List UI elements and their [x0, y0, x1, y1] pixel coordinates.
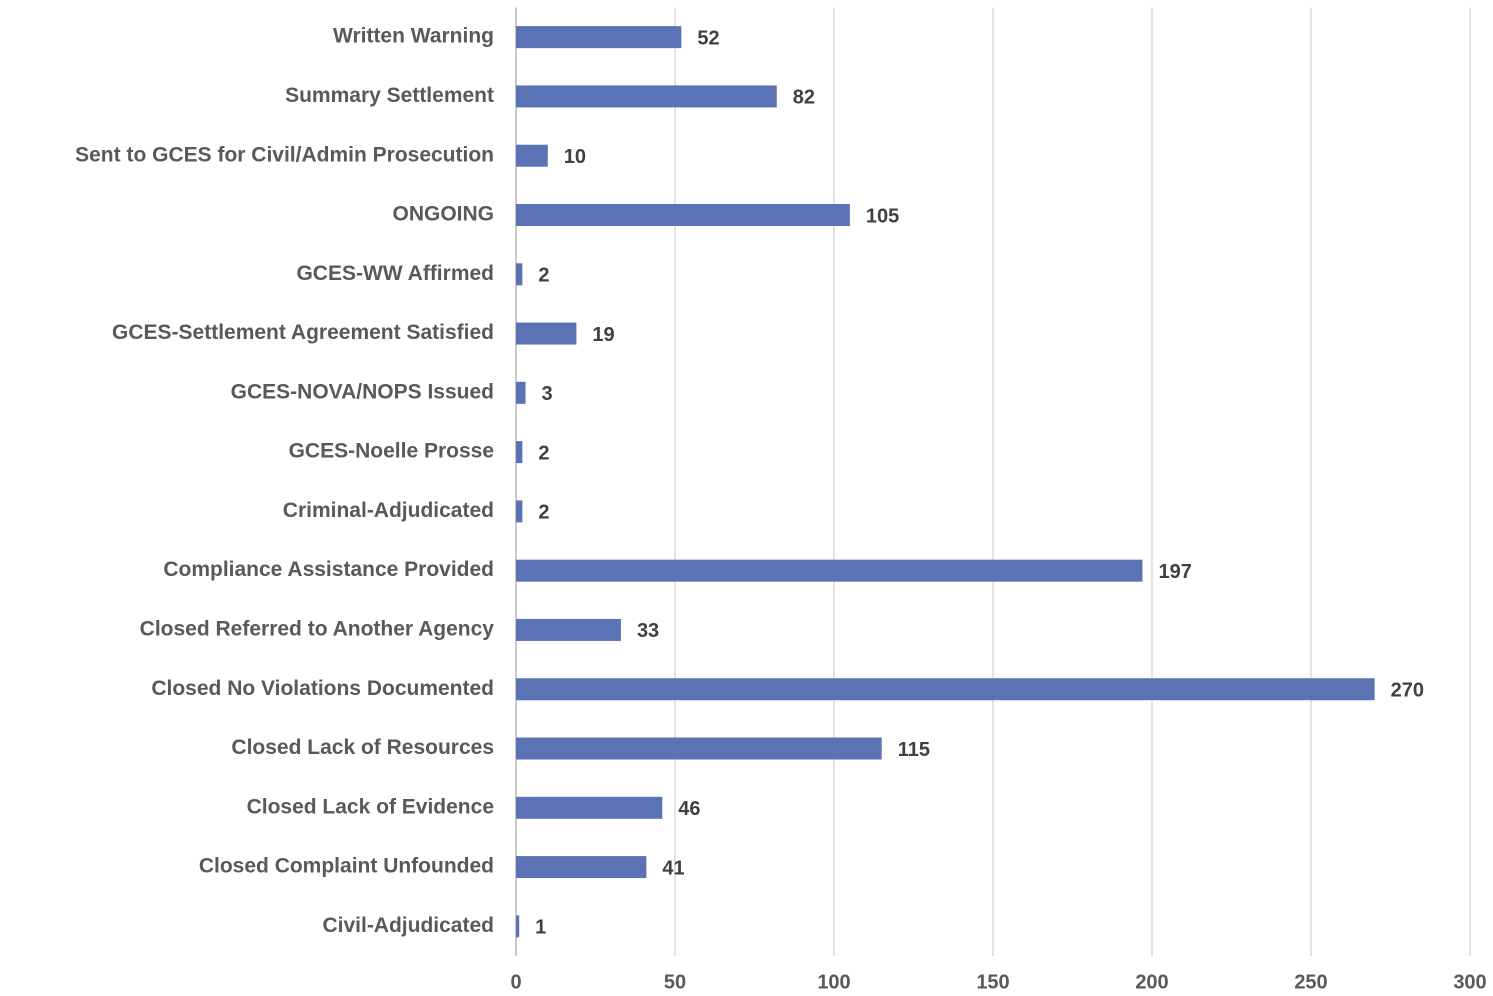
- y-tick-label: GCES-Noelle Prosse: [289, 440, 494, 463]
- y-tick-label: Civil-Adjudicated: [322, 914, 494, 937]
- y-tick-label: GCES-NOVA/NOPS Issued: [231, 380, 494, 403]
- value-label: 19: [592, 324, 614, 346]
- x-tick-label: 250: [1294, 971, 1327, 993]
- bar: [516, 796, 663, 819]
- bar: [516, 322, 577, 345]
- bar: [516, 559, 1143, 582]
- bar: [516, 678, 1375, 701]
- value-label: 105: [866, 205, 899, 227]
- bar: [516, 203, 850, 226]
- y-tick-label: GCES-Settlement Agreement Satisfied: [112, 321, 494, 344]
- y-tick-label: Summary Settlement: [285, 84, 494, 107]
- bar: [516, 263, 523, 286]
- value-label: 52: [697, 27, 719, 49]
- bar: [516, 381, 526, 404]
- y-tick-label: GCES-WW Affirmed: [296, 262, 494, 285]
- value-label: 2: [538, 265, 549, 287]
- y-tick-label: Written Warning: [333, 25, 494, 48]
- value-label: 197: [1158, 561, 1191, 583]
- value-label: 10: [564, 146, 586, 168]
- value-label: 3: [542, 383, 553, 405]
- bar: [516, 856, 647, 879]
- y-tick-label: ONGOING: [392, 203, 494, 226]
- x-tick-label: 50: [664, 971, 686, 993]
- value-label: 82: [793, 87, 815, 109]
- value-label: 41: [662, 857, 684, 879]
- bar: [516, 500, 523, 523]
- value-label: 115: [898, 739, 930, 761]
- bar: [516, 144, 548, 167]
- y-tick-label: Closed No Violations Documented: [151, 677, 494, 700]
- x-tick-label: 300: [1453, 971, 1486, 993]
- bar: [516, 737, 882, 760]
- value-label: 2: [538, 502, 549, 524]
- bar: [516, 26, 682, 49]
- bar: [516, 915, 520, 938]
- bar: [516, 85, 777, 108]
- bar: [516, 618, 621, 641]
- value-label: 1: [535, 917, 546, 939]
- y-tick-label: Sent to GCES for Civil/Admin Prosecution: [75, 143, 494, 166]
- bar: [516, 441, 523, 464]
- y-tick-label: Closed Lack of Evidence: [247, 795, 494, 818]
- value-label: 2: [538, 442, 549, 464]
- x-tick-label: 100: [817, 971, 850, 993]
- x-tick-label: 150: [976, 971, 1009, 993]
- y-tick-label: Closed Lack of Resources: [231, 736, 494, 759]
- y-tick-label: Compliance Assistance Provided: [163, 558, 494, 581]
- value-label: 33: [637, 620, 659, 642]
- x-tick-label: 200: [1135, 971, 1168, 993]
- y-tick-label: Closed Referred to Another Agency: [140, 618, 495, 641]
- value-label: 270: [1391, 680, 1424, 702]
- y-tick-label: Closed Complaint Unfounded: [199, 855, 494, 878]
- x-tick-label: 0: [510, 971, 521, 993]
- value-label: 46: [678, 798, 700, 820]
- y-tick-label: Criminal-Adjudicated: [283, 499, 494, 522]
